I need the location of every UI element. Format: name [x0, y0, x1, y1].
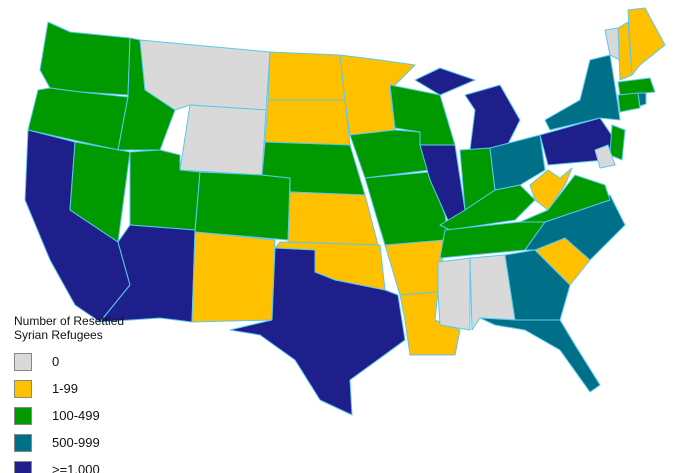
- states: [24, 7, 666, 416]
- state: [399, 291, 461, 356]
- legend-label: 100-499: [52, 408, 100, 423]
- legend-swatch: [14, 433, 32, 452]
- legend-items: 0 1-99 100-499 500-999 >=1,000: [14, 348, 144, 473]
- state: [617, 92, 641, 113]
- legend-item: 1-99: [14, 375, 144, 402]
- state: [504, 249, 571, 321]
- state: [594, 144, 616, 169]
- legend-label: 500-999: [52, 435, 100, 450]
- legend-swatch: [14, 379, 32, 398]
- state: [287, 191, 379, 246]
- state: [627, 7, 666, 76]
- state: [637, 92, 647, 107]
- state: [414, 67, 476, 96]
- legend-item: >=1,000: [14, 456, 144, 473]
- state: [479, 317, 601, 393]
- state: [617, 77, 656, 96]
- state: [544, 54, 621, 131]
- state: [609, 124, 626, 161]
- legend-label: >=1,000: [52, 462, 100, 473]
- state: [39, 21, 131, 96]
- state: [489, 134, 546, 191]
- legend-title: Number of Resettled Syrian Refugees: [14, 314, 125, 342]
- legend-label: 1-99: [52, 381, 79, 396]
- state: [529, 167, 573, 211]
- legend-swatch: [14, 460, 32, 473]
- legend-swatch: [14, 352, 32, 371]
- state: [191, 231, 276, 323]
- state: [349, 129, 431, 179]
- state: [139, 39, 271, 111]
- state: [264, 99, 351, 146]
- state: [229, 247, 406, 416]
- state: [384, 239, 446, 296]
- state: [267, 51, 346, 101]
- legend-swatch: [14, 406, 32, 425]
- state: [437, 257, 471, 331]
- state: [194, 171, 291, 241]
- legend-item: 0: [14, 348, 144, 375]
- legend-label: 0: [52, 354, 60, 369]
- legend-item: 100-499: [14, 402, 144, 429]
- state: [179, 104, 267, 176]
- legend: Number of Resettled Syrian Refugees 0 1-9…: [14, 314, 144, 473]
- state: [464, 84, 521, 151]
- legend-item: 500-999: [14, 429, 144, 456]
